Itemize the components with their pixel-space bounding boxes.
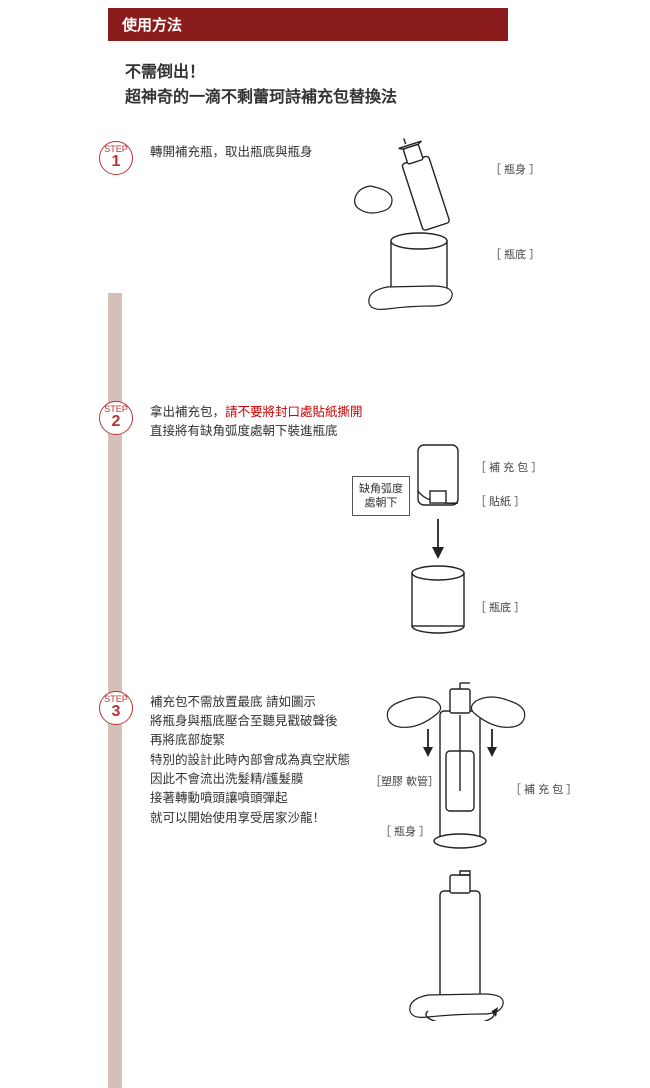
step-badge-2: STEP 2 [99,401,133,435]
step-1-illustration: ［ 瓶身 ］ ［ 瓶底 ］ [345,131,575,316]
label-sticker: ［ 貼紙 ］ [475,493,525,509]
step-badge-1: STEP 1 [99,141,133,175]
step-2: STEP 2 拿出補充包，請不要將封口處貼紙撕開 直接將有缺角弧度處朝下裝進瓶底… [0,401,650,631]
steps-container: STEP 1 轉開補充瓶，取出瓶底與瓶身 [0,141,650,1021]
label-bottle-body: ［ 瓶身 ］ [490,161,540,177]
step-1: STEP 1 轉開補充瓶，取出瓶底與瓶身 [0,141,650,341]
step-3: STEP 3 補充包不需放置最底 請如圖示 將瓶身與瓶底壓合至聽見戳破聲後 再將… [0,691,650,1021]
step-1-svg [345,131,575,311]
intro-line2: 超神奇的一滴不剩蕾珂詩補充包替換法 [125,86,650,111]
step-1-text-content: 轉開補充瓶，取出瓶底與瓶身 [150,145,313,159]
step-2-note-text: 缺角弧度 處朝下 [359,483,403,509]
step-3-illustration: ［塑膠 軟管］ ［ 補 充 包 ］ ［ 瓶身 ］ [370,681,620,1026]
intro-line1: 不需倒出！ [125,61,650,86]
label-body: ［ 瓶身 ］ [380,823,430,839]
label-refill: ［ 補 充 包 ］ [510,781,577,797]
step-3-svg [370,681,620,1021]
step-2-highlight: 請不要將封口處貼紙撕開 [225,405,363,419]
label-base: ［ 瓶底 ］ [475,599,525,615]
intro-block: 不需倒出！ 超神奇的一滴不剩蕾珂詩補充包替換法 [125,61,650,111]
step-2-illustration: ［ 補 充 包 ］ ［ 貼紙 ］ ［ 瓶底 ］ [400,441,600,656]
step-2-before: 拿出補充包， [150,405,225,419]
step-badge-num: 1 [100,154,132,170]
step-badge-num: 2 [100,414,132,430]
label-refill-pack: ［ 補 充 包 ］ [475,459,542,475]
step-badge-num: 3 [100,704,132,720]
section-header-text: 使用方法 [122,17,182,34]
step-badge-3: STEP 3 [99,691,133,725]
section-header: 使用方法 [108,8,508,41]
label-tube: ［塑膠 軟管］ [370,773,439,789]
step-2-text: 拿出補充包，請不要將封口處貼紙撕開 直接將有缺角弧度處朝下裝進瓶底 [150,401,420,442]
label-bottle-base: ［ 瓶底 ］ [490,246,540,262]
step-2-after: 直接將有缺角弧度處朝下裝進瓶底 [150,424,338,438]
